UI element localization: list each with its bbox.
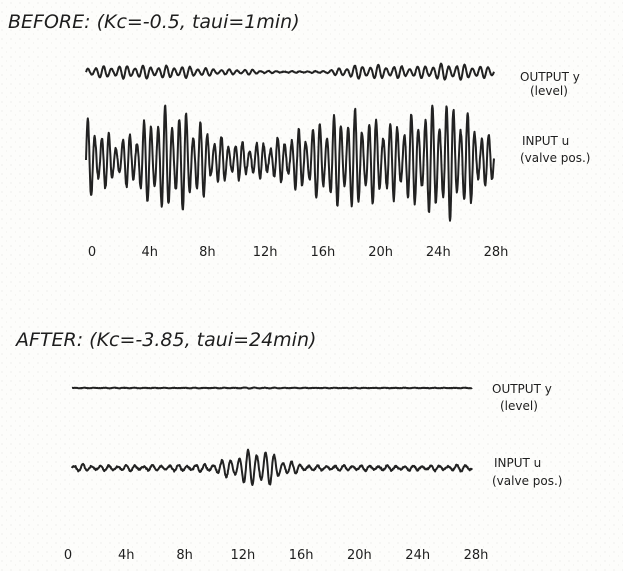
after-tick-label: 16h [289, 548, 314, 563]
after-tick-label: 12h [231, 548, 256, 563]
before-tick-label: 28h [484, 245, 509, 260]
before-input-label-line2: (valve pos.) [520, 151, 590, 165]
before-tick-label: 16h [311, 245, 336, 260]
before-tick-label: 8h [199, 245, 216, 260]
before-x-axis-ticks: 0 4h 8h 12h 16h 20h 24h 28h [88, 245, 509, 260]
before-output-label-line2: (level) [530, 84, 568, 98]
after-tick-label: 4h [118, 548, 135, 563]
after-input-label-line1: INPUT u [494, 456, 541, 470]
after-tick-label: 24h [405, 548, 430, 563]
after-input-trace [71, 448, 473, 486]
after-title: AFTER: (Kc=-3.85, taui=24min) [14, 329, 316, 351]
before-panel: BEFORE: (Kc=-0.5, taui=1min) OUTPUT y (l… [8, 11, 590, 260]
after-tick-label: 0 [64, 548, 72, 563]
before-tick-label: 12h [253, 245, 278, 260]
before-tick-label: 24h [426, 245, 451, 260]
before-output-trace [85, 62, 495, 81]
after-output-label-line2: (level) [500, 399, 538, 413]
after-panel: AFTER: (Kc=-3.85, taui=24min) OUTPUT y (… [14, 329, 562, 563]
after-tick-label: 20h [347, 548, 372, 563]
after-input-label-line2: (valve pos.) [492, 474, 562, 488]
after-output-label-line1: OUTPUT y [492, 382, 552, 396]
after-x-axis-ticks: 0 4h 8h 12h 16h 20h 24h 28h [64, 548, 489, 563]
before-tick-label: 4h [141, 245, 158, 260]
before-tick-label: 0 [88, 245, 96, 260]
after-tick-label: 28h [464, 548, 489, 563]
after-tick-label: 8h [176, 548, 193, 563]
before-tick-label: 20h [368, 245, 393, 260]
before-title: BEFORE: (Kc=-0.5, taui=1min) [8, 11, 300, 33]
after-output-trace [71, 386, 473, 390]
before-output-label-line1: OUTPUT y [520, 70, 580, 84]
before-input-label-line1: INPUT u [522, 134, 569, 148]
before-input-trace [85, 104, 495, 222]
